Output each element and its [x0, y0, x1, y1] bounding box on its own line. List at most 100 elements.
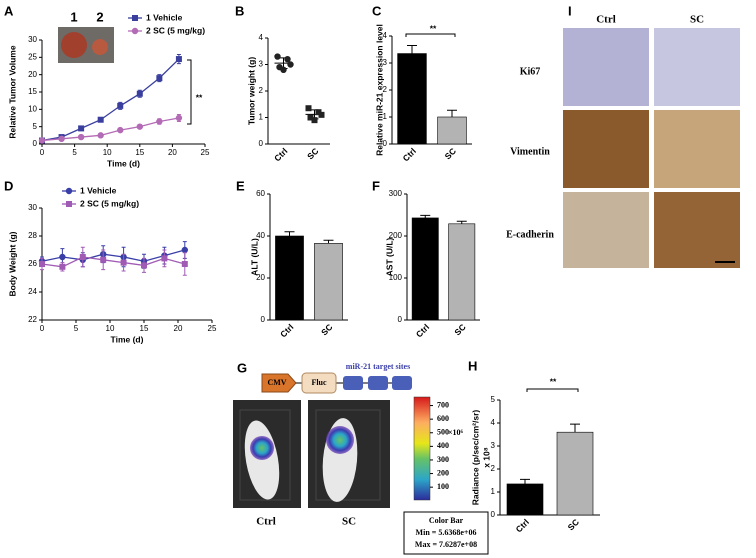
image-label: SC	[342, 516, 356, 528]
image-label: Ctrl	[256, 516, 276, 528]
x-tick-label: 20	[174, 324, 183, 333]
bar	[556, 431, 594, 516]
y-axis-label: Relative Tumor Volume	[7, 45, 17, 138]
tumor	[61, 32, 87, 58]
x-tick-label: Ctrl	[401, 146, 418, 163]
y-axis-label: x 10⁸	[481, 447, 491, 468]
row-label: Ki67	[520, 66, 541, 77]
data-point	[280, 66, 287, 74]
y-tick-label: 2	[383, 85, 388, 94]
y-tick-label: 60	[256, 189, 265, 198]
color-bar-max: Max = 7.6287e+08	[415, 540, 477, 549]
significance-bracket	[526, 388, 579, 392]
x-tick-label: Ctrl	[414, 322, 431, 339]
legend-marker	[131, 27, 139, 35]
promoter-label: CMV	[267, 378, 286, 387]
y-tick-label: 30	[28, 203, 37, 212]
data-point	[318, 111, 325, 118]
data-point	[311, 117, 318, 124]
panel-letter: I	[568, 3, 572, 18]
legend-label: 2 SC (5 mg/kg)	[80, 198, 139, 208]
column-label: SC	[690, 14, 704, 26]
x-axis-label: Time (d)	[111, 334, 144, 344]
y-tick-label: 3	[491, 441, 496, 450]
y-axis-label: Relative miR-21 expression level	[374, 24, 384, 156]
tissue-image	[654, 28, 740, 106]
marker	[58, 135, 65, 143]
y-tick-label: 20	[28, 70, 37, 79]
panel-letter: D	[4, 178, 13, 193]
legend-label: 1 Vehicle	[80, 185, 117, 195]
legend-marker	[65, 187, 73, 195]
construct-diagram: G CMV Fluc miR-21 target sites Ctrl SC ×…	[233, 360, 489, 555]
y-tick-label: 0	[259, 139, 264, 148]
promoter-box	[261, 373, 297, 393]
y-tick-label: 100	[389, 273, 403, 282]
y-tick-label: 24	[28, 287, 37, 296]
x-tick-label: SC	[319, 322, 334, 337]
color-bar-tick-label: 100	[437, 482, 449, 491]
error-bar	[456, 220, 467, 224]
color-bar-box	[403, 511, 489, 555]
y-tick-label: 0	[383, 139, 388, 148]
marker	[181, 261, 188, 267]
marker	[78, 125, 85, 132]
error-bar	[284, 231, 295, 236]
x-tick-label: 25	[208, 324, 217, 333]
annotation: **	[550, 376, 557, 386]
column-label: Ctrl	[596, 14, 616, 26]
x-tick-label: 0	[40, 148, 45, 157]
color-bar-title: Color Bar	[429, 516, 464, 525]
image-detail	[315, 409, 381, 501]
color-bar-unit: ×10⁶	[448, 428, 464, 437]
tissue-image	[563, 110, 649, 188]
color-bar-tick-label: 200	[437, 468, 449, 477]
series-line	[41, 249, 185, 262]
y-tick-label: 3	[383, 58, 388, 67]
panel-letter: A	[4, 3, 14, 18]
bar	[314, 243, 343, 321]
marker	[181, 246, 189, 254]
y-tick-label: 0	[491, 510, 496, 519]
bar	[448, 223, 476, 321]
marker	[175, 114, 183, 122]
photo-label: 1	[70, 9, 77, 24]
x-tick-label: 10	[103, 148, 112, 157]
panel-letter: G	[237, 360, 247, 375]
signal	[250, 436, 274, 460]
panel-letter: B	[235, 3, 244, 18]
marker	[156, 118, 163, 125]
color-bar-tick-label: 500	[437, 428, 449, 437]
data-point	[274, 53, 281, 60]
target-site	[368, 376, 388, 390]
y-tick-label: 200	[389, 231, 403, 240]
marker	[38, 137, 46, 144]
error-bar	[520, 478, 530, 484]
marker	[79, 254, 86, 260]
x-tick-label: SC	[452, 322, 467, 337]
error-bar	[570, 423, 580, 433]
legend-label: 2 SC (5 mg/kg)	[146, 25, 205, 35]
tissue-image	[654, 110, 740, 188]
error-bar	[323, 239, 334, 244]
x-tick-label: 20	[168, 148, 177, 157]
marker	[59, 263, 66, 270]
y-tick-label: 0	[33, 139, 38, 148]
legend-label: 1 Vehicle	[146, 12, 183, 22]
data-point	[284, 56, 291, 63]
row-label: E-cadherin	[506, 229, 554, 240]
x-tick-label: 0	[40, 324, 45, 333]
y-tick-label: 40	[256, 231, 265, 240]
histology-panel: I Ctrl SC Ki67 Vimentin E-cadherin	[506, 3, 740, 268]
y-tick-label: 0	[398, 315, 403, 324]
y-tick-label: 1	[491, 487, 496, 496]
marker	[39, 261, 45, 267]
marker	[120, 259, 127, 266]
marker	[136, 90, 143, 97]
y-tick-label: 5	[33, 122, 38, 131]
error-bar	[447, 109, 457, 117]
x-tick-label: 5	[74, 324, 79, 333]
y-tick-label: 1	[259, 113, 264, 122]
y-tick-label: 28	[28, 231, 37, 240]
